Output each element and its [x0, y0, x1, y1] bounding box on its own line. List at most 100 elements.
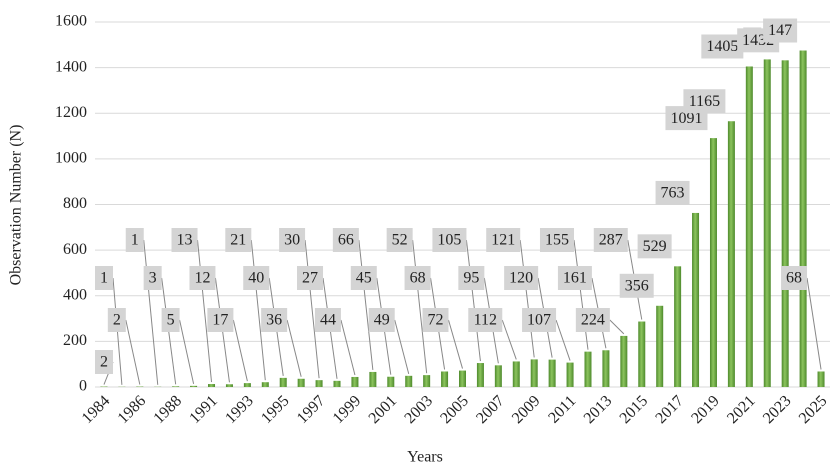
bar	[548, 359, 556, 387]
bar	[423, 375, 431, 387]
bar	[494, 365, 502, 387]
x-tick-label: 2021	[724, 392, 759, 427]
y-tick-label: 1000	[55, 150, 87, 167]
bar	[405, 375, 413, 387]
data-label: 155	[545, 232, 569, 249]
data-label-box	[207, 308, 234, 332]
x-tick-label: 1999	[330, 392, 365, 427]
data-label: 21	[230, 232, 246, 249]
leader-line	[555, 319, 571, 361]
data-label-box	[314, 308, 341, 332]
data-label: 1165	[689, 93, 720, 110]
bar	[799, 50, 807, 387]
x-tick-label: 2019	[688, 392, 723, 427]
data-label: 72	[428, 312, 444, 329]
data-label: 66	[338, 232, 354, 249]
bar	[692, 212, 700, 387]
data-label-box	[763, 18, 798, 43]
bar	[638, 321, 646, 387]
data-label-box	[637, 234, 672, 259]
bar	[297, 378, 305, 387]
x-tick-label: 2015	[617, 392, 652, 427]
y-tick-label: 1600	[55, 13, 87, 30]
bar	[476, 363, 484, 387]
leader-line	[448, 319, 463, 369]
bar	[656, 305, 664, 387]
leader-line	[340, 319, 356, 376]
data-label: 1405	[706, 38, 738, 55]
data-label-box	[504, 266, 539, 290]
data-label-box	[619, 273, 654, 298]
data-label-box	[171, 228, 198, 252]
data-label-box	[655, 180, 690, 205]
x-tick-label: 1995	[258, 392, 293, 427]
data-label: 1	[131, 232, 139, 249]
x-tick-label: 2013	[581, 392, 616, 427]
leader-line	[143, 239, 159, 385]
leader-line	[232, 319, 248, 382]
data-label-box	[432, 228, 467, 252]
data-label-box	[468, 308, 503, 332]
bar	[369, 371, 377, 387]
data-label-box	[539, 228, 574, 252]
data-label-box	[350, 266, 377, 290]
data-label-box	[95, 266, 113, 290]
data-label: 356	[625, 277, 649, 294]
bar	[243, 383, 251, 387]
data-label-box	[522, 308, 557, 332]
x-tick-label: 2007	[473, 392, 508, 427]
x-tick-label: 2009	[509, 392, 544, 427]
bar	[190, 385, 198, 387]
data-label: 45	[356, 270, 372, 287]
x-tick-label: 2011	[545, 392, 579, 426]
data-label-box	[386, 228, 413, 252]
data-label-box	[458, 266, 485, 290]
y-tick-label: 1200	[55, 104, 87, 121]
data-label-box	[107, 308, 126, 332]
bar	[459, 370, 466, 387]
data-label: 3	[149, 270, 157, 287]
data-label: 112	[474, 312, 497, 329]
data-label: 17	[212, 312, 228, 329]
y-tick-label: 0	[79, 378, 87, 395]
data-label: 120	[509, 270, 533, 287]
x-tick-label: 1986	[115, 392, 150, 427]
leader-line	[179, 319, 195, 384]
data-label-box	[297, 266, 324, 290]
leader-line	[286, 319, 302, 377]
bar	[333, 380, 341, 387]
data-label: 529	[643, 238, 667, 255]
bar	[512, 361, 520, 387]
leader-line	[304, 239, 320, 379]
data-label: 1091	[670, 110, 702, 127]
bar	[727, 121, 735, 387]
bar	[781, 60, 789, 387]
data-label: 287	[599, 232, 623, 249]
data-label-box	[368, 308, 395, 332]
bar	[530, 359, 538, 387]
data-label-box	[683, 89, 726, 114]
data-label: 2	[100, 354, 108, 371]
leader-line	[519, 239, 535, 358]
data-label: 95	[463, 270, 479, 287]
data-label: 13	[177, 232, 193, 249]
leader-line	[465, 239, 481, 362]
leader-line	[806, 277, 822, 370]
bar	[225, 384, 233, 387]
data-label-box	[143, 266, 162, 290]
data-label: 40	[248, 270, 264, 287]
x-tick-label: 2001	[366, 392, 401, 427]
bar	[315, 380, 323, 387]
y-axis-label: Observation Number (N)	[8, 125, 25, 286]
leader-line	[573, 239, 589, 350]
data-label: 224	[581, 312, 605, 329]
leader-line	[609, 319, 625, 335]
x-tick-label: 2005	[437, 392, 472, 427]
data-label: 52	[392, 232, 408, 249]
bar	[709, 138, 717, 387]
data-label-box	[125, 228, 144, 252]
x-tick-label: 1993	[222, 392, 257, 427]
data-label: 5	[167, 312, 175, 329]
bar	[674, 266, 682, 387]
bar	[745, 66, 753, 387]
